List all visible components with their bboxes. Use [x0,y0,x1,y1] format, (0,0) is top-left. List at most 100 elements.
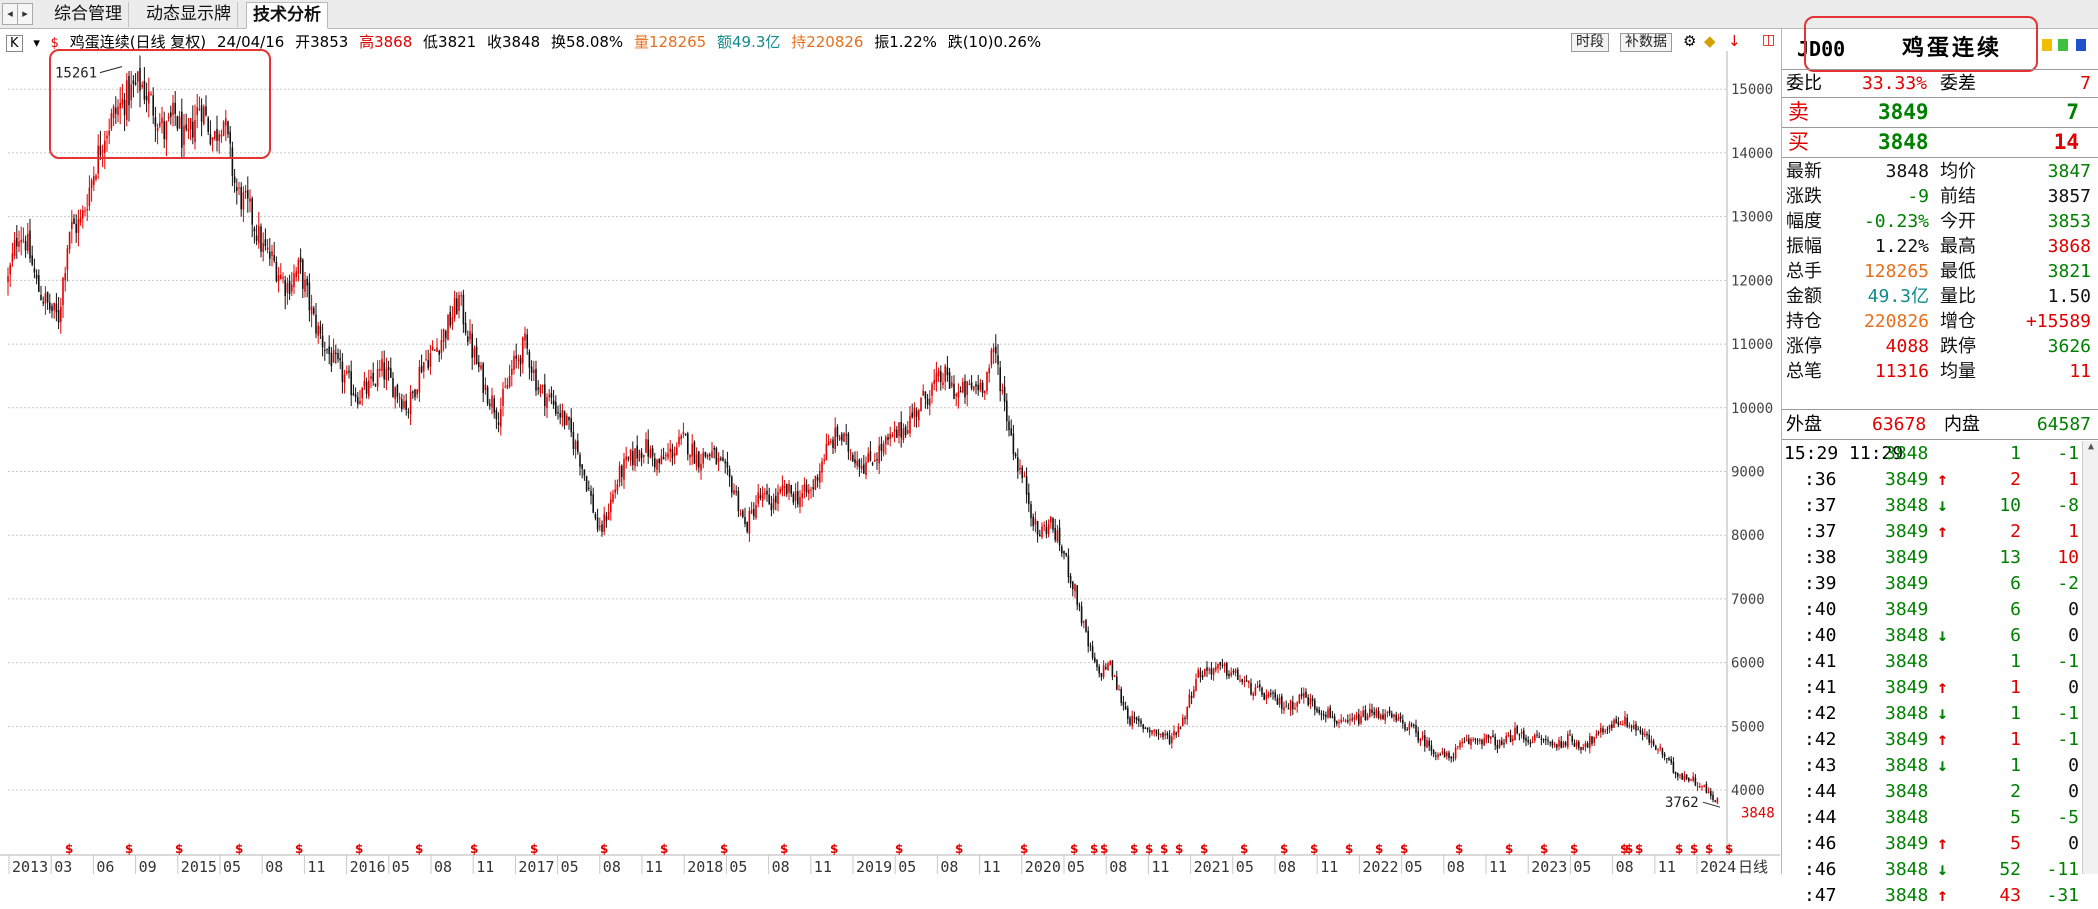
tick-price: 3848 [1885,885,1929,906]
candle-body [233,176,236,183]
tick-volume: 6 [2010,625,2021,646]
y-tick-label: 7000 [1731,592,1765,608]
candle-body [1080,606,1083,624]
candle-body [467,336,469,342]
panel-toggle-icon[interactable]: ◫ [1762,32,1776,48]
candle-body [315,314,317,334]
settings-icon[interactable]: ⚙ [1683,32,1697,50]
warning-icon[interactable]: ◆ [1704,32,1716,50]
tick-price: 3849 [1885,469,1929,490]
candle-body [46,291,49,303]
candle-body [1556,744,1558,748]
candle-body [887,437,889,441]
candle-body [1338,722,1340,724]
candle-body [563,411,566,426]
dividend-marker: $ [355,842,363,856]
stat-l2: 跌停 [1940,336,1976,357]
candle-body [209,134,212,144]
x-tick-label: 05 [392,858,410,874]
candle-body [988,367,990,374]
grid-icon[interactable] [2058,39,2068,51]
candle-body [801,493,803,498]
candle-body [68,231,71,250]
candle-body [183,125,185,145]
buy-row[interactable]: 买 3848 14 [1788,130,2079,154]
tick-change: -1 [2057,443,2079,464]
candle-body [40,294,42,301]
tick-time: :37 [1804,495,1837,516]
stat-v1: 4088 [1885,336,1929,357]
candle-body [310,306,313,315]
candle-body [187,128,190,131]
tab-dynamic-board[interactable]: 动态显示牌 [140,2,238,27]
period-button[interactable]: 时段 [1571,33,1609,52]
candle-body [671,449,674,459]
supplement-data-button[interactable]: 补数据 [1620,33,1672,52]
candle-body [1388,710,1391,714]
candle-body [632,451,634,465]
candle-body [1012,433,1015,455]
candle-body [539,386,542,393]
candle-body [62,277,64,306]
layout-icon[interactable] [2076,39,2086,51]
open-value: 开3853 [295,33,349,51]
candle-body [1657,749,1659,751]
tick-row: :36 3849 ↑ 2 1 [1782,467,2098,493]
k-button[interactable]: K [6,35,23,52]
candle-body [1670,759,1672,763]
tab-general[interactable]: 综合管理 [48,2,129,27]
candle-body [1485,734,1488,740]
candle-body [266,247,269,250]
candle-body [1501,740,1503,745]
candle-body [1168,735,1171,744]
candle-body [764,492,766,494]
sell-row[interactable]: 卖 3849 7 [1788,100,2079,124]
arrow-down-icon: ↓ [1937,703,1948,724]
candle-body [627,457,630,459]
tick-change: 1 [2068,521,2079,542]
candle-body [1232,671,1235,673]
tick-change: 10 [2057,547,2079,568]
stat-v2: 11 [2069,361,2091,382]
candle-body [128,76,130,106]
candle-body [832,439,834,448]
candle-body [214,131,216,139]
price-chart[interactable]: 4000 5000 6000 7000 8000 9000 10000 11000 12000 1… [0,29,1780,874]
candle-body [935,373,938,382]
tab-scroll-left-icon[interactable]: ◂ [2,3,18,25]
candle-body [392,377,394,398]
tick-change: -1 [2057,651,2079,672]
chevron-down-icon[interactable]: ▾ [33,36,40,51]
candle-body [1428,740,1430,747]
candle-body [519,357,522,365]
pin-icon[interactable]: ↓ [1728,32,1741,50]
candle-body [84,210,86,212]
candle-body [1542,739,1545,741]
tab-scroll-right-icon[interactable]: ▸ [17,3,33,25]
tick-scrollbar[interactable]: ▲ [2082,441,2098,874]
dividend-marker: $ [1310,842,1318,856]
tab-technical[interactable]: 技术分析 [246,2,328,29]
candle-body [768,494,770,505]
candle-body [689,454,691,458]
candle-body [1259,684,1261,688]
flag-icon[interactable] [2042,39,2052,51]
candle-body [1714,800,1716,802]
candle-body [636,445,638,459]
candle-body [946,367,949,376]
candle-body [792,494,795,503]
tick-volume: 1 [2010,703,2021,724]
candle-body [1164,733,1166,736]
scroll-up-icon[interactable]: ▲ [2087,441,2095,452]
candle-body [1001,389,1004,392]
candle-body [339,358,341,361]
min-price-label: 3762 [1665,795,1699,811]
candle-body [249,198,251,202]
tick-time: :44 [1804,781,1837,802]
candle-body [878,445,880,464]
dividend-marker: $ [1070,842,1078,856]
candle-body [154,117,157,127]
candle-body [370,376,372,379]
candle-body [1019,467,1021,470]
candle-body [1173,730,1175,736]
